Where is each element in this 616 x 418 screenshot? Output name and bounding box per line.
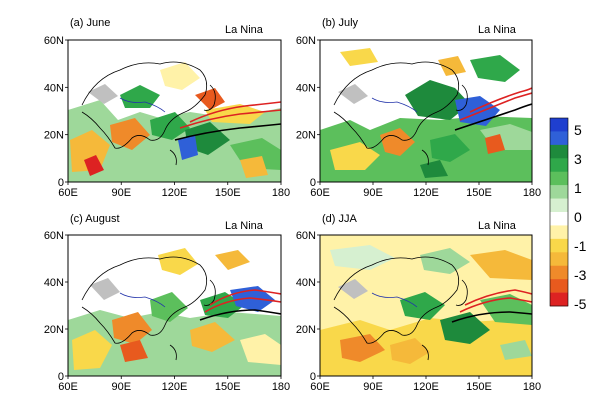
panel-a-rivers bbox=[119, 97, 166, 113]
y-tick-label: 20N bbox=[44, 130, 64, 142]
y-tick-label: 20N bbox=[296, 130, 316, 142]
y-tick-label: 60N bbox=[296, 35, 316, 47]
y-tick-label: 0 bbox=[58, 177, 64, 189]
panel-c-coastlines bbox=[81, 256, 216, 361]
panel-a-coastlines bbox=[81, 61, 216, 166]
x-tick-label: 60E bbox=[58, 381, 78, 393]
panel-b-field bbox=[320, 40, 532, 182]
panel-d-coastlines bbox=[333, 256, 468, 361]
colorbar-swatch bbox=[550, 118, 568, 132]
panel-a-title: (a) June bbox=[70, 17, 110, 29]
y-tick-label: 40N bbox=[44, 277, 64, 289]
y-tick-label: 40N bbox=[44, 82, 64, 94]
colorbar-label: 3 bbox=[574, 151, 582, 167]
x-tick-label: 90E bbox=[363, 381, 383, 393]
colorbar-label: -1 bbox=[574, 238, 587, 254]
x-tick-label: 60E bbox=[310, 381, 330, 393]
y-tick-label: 20N bbox=[44, 324, 64, 336]
y-tick-label: 40N bbox=[296, 277, 316, 289]
x-tick-label: 150E bbox=[215, 381, 241, 393]
y-tick-label: 20N bbox=[296, 324, 316, 336]
colorbar-swatch bbox=[550, 265, 568, 280]
colorbar-swatch bbox=[550, 292, 568, 307]
colorbar-label: 1 bbox=[574, 180, 582, 196]
panel-b-tag: La Nina bbox=[478, 24, 517, 36]
y-tick-label: 40N bbox=[296, 82, 316, 94]
panel-b: (b) July La Nina bbox=[319, 17, 533, 183]
x-tick-label: 150E bbox=[215, 187, 241, 199]
colorbar-swatch bbox=[550, 198, 568, 213]
x-tick-label: 90E bbox=[111, 381, 131, 393]
panel-b-rivers bbox=[371, 97, 418, 113]
colorbar-label: 0 bbox=[574, 209, 582, 225]
panel-d: (d) JJA La Nina bbox=[319, 213, 533, 377]
y-tick-label: 0 bbox=[58, 371, 64, 383]
colorbar-labels: 5 3 1 0 -1 -3 -5 bbox=[574, 122, 587, 312]
x-tick-label: 120E bbox=[413, 381, 439, 393]
colorbar-swatch bbox=[550, 279, 568, 293]
y-tick-label: 60N bbox=[296, 230, 316, 242]
panel-c-field bbox=[68, 235, 281, 376]
x-tick-label: 120E bbox=[413, 187, 439, 199]
colorbar-swatch bbox=[550, 158, 568, 173]
panel-d-contours bbox=[451, 289, 532, 323]
y-tick-label: 60N bbox=[44, 230, 64, 242]
panel-c-tag: La Nina bbox=[225, 220, 264, 232]
colorbar-swatch bbox=[550, 185, 568, 199]
colorbar-label: -3 bbox=[574, 267, 587, 283]
x-tick-label: 150E bbox=[466, 187, 492, 199]
panel-b-contours bbox=[454, 87, 532, 131]
panel-a-tag: La Nina bbox=[225, 24, 264, 36]
colorbar-frame bbox=[549, 117, 569, 307]
colorbar-swatch bbox=[550, 131, 568, 146]
panel-d-field bbox=[320, 235, 532, 376]
x-tick-label: 180 bbox=[523, 187, 541, 199]
colorbar: 5 3 1 0 -1 -3 -5 bbox=[549, 117, 587, 312]
x-tick-label: 90E bbox=[363, 187, 383, 199]
colorbar-swatch bbox=[550, 252, 568, 267]
x-tick-label: 150E bbox=[466, 381, 492, 393]
panel-d-tag: La Nina bbox=[478, 220, 517, 232]
panel-a-contours bbox=[174, 101, 281, 141]
x-tick-label: 180 bbox=[523, 381, 541, 393]
panel-b-coastlines bbox=[333, 61, 468, 166]
x-tick-label: 60E bbox=[310, 187, 330, 199]
x-tick-label: 60E bbox=[58, 187, 78, 199]
colorbar-label: 5 bbox=[574, 122, 582, 138]
colorbar-swatch bbox=[550, 238, 568, 253]
colorbar-swatches bbox=[550, 118, 568, 307]
x-tick-label: 120E bbox=[162, 381, 188, 393]
x-tick-label: 120E bbox=[162, 187, 188, 199]
panel-c: (c) August La Nina bbox=[67, 213, 282, 377]
colorbar-swatch bbox=[550, 225, 568, 240]
y-tick-label: 0 bbox=[310, 177, 316, 189]
y-tick-label: 0 bbox=[310, 371, 316, 383]
panel-c-contours bbox=[199, 289, 281, 321]
colorbar-label: -5 bbox=[574, 296, 587, 312]
panel-b-title: (b) July bbox=[322, 17, 359, 29]
panel-c-rivers bbox=[119, 292, 166, 308]
x-tick-label: 90E bbox=[111, 187, 131, 199]
y-tick-label: 60N bbox=[44, 35, 64, 47]
colorbar-swatch bbox=[550, 171, 568, 186]
x-tick-label: 180 bbox=[272, 187, 290, 199]
panel-d-title: (d) JJA bbox=[322, 213, 358, 225]
colorbar-swatch bbox=[550, 144, 568, 159]
colorbar-swatch bbox=[550, 212, 568, 226]
x-tick-label: 180 bbox=[272, 381, 290, 393]
panel-a-field bbox=[68, 40, 281, 182]
panel-d-rivers bbox=[371, 292, 418, 308]
panel-c-title: (c) August bbox=[70, 213, 120, 225]
panel-a: (a) June La Nina bbox=[67, 17, 282, 183]
